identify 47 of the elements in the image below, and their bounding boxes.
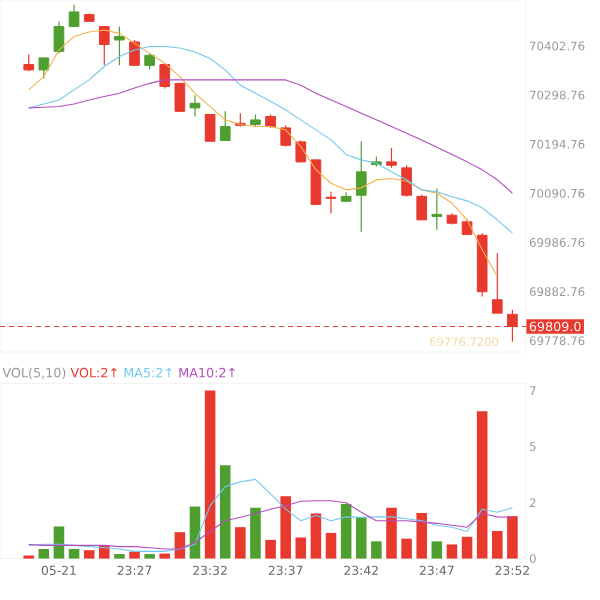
bar [174,532,186,559]
bar [204,390,216,559]
bar [492,531,503,559]
bar [386,507,397,559]
bar [68,549,80,559]
bar [507,516,518,559]
bar [446,544,458,559]
bar [431,541,443,559]
candlestick [355,140,367,233]
candlestick [53,20,65,54]
bar [310,513,322,559]
bar [416,513,428,559]
candlestick [431,187,443,231]
candlestick [219,110,231,142]
bar [295,537,307,559]
bar [159,553,171,559]
bar [461,536,473,559]
candlestick [174,82,186,113]
candlestick [204,113,216,142]
candlestick [325,191,337,214]
bar [219,465,231,559]
bar [476,411,488,559]
bar [355,517,367,559]
bar [325,532,337,559]
candlestick [68,4,80,28]
candlestick [310,159,322,205]
line-series [28,29,498,277]
bar [371,541,382,559]
bar [265,539,276,559]
bar [401,538,412,559]
bar [250,507,261,559]
bar [53,526,65,559]
candlestick [98,25,110,66]
bar [280,496,291,559]
candlestick [129,39,140,66]
bar [83,550,95,559]
candlestick [386,147,397,169]
candlestick [114,25,125,66]
bar [38,549,50,559]
line-series [28,45,513,234]
candlestick [491,252,503,314]
bar [340,503,352,559]
candlestick [416,193,428,221]
bar [235,527,246,559]
candlestick [38,57,50,80]
bar [129,551,140,559]
candlestick [189,94,201,118]
